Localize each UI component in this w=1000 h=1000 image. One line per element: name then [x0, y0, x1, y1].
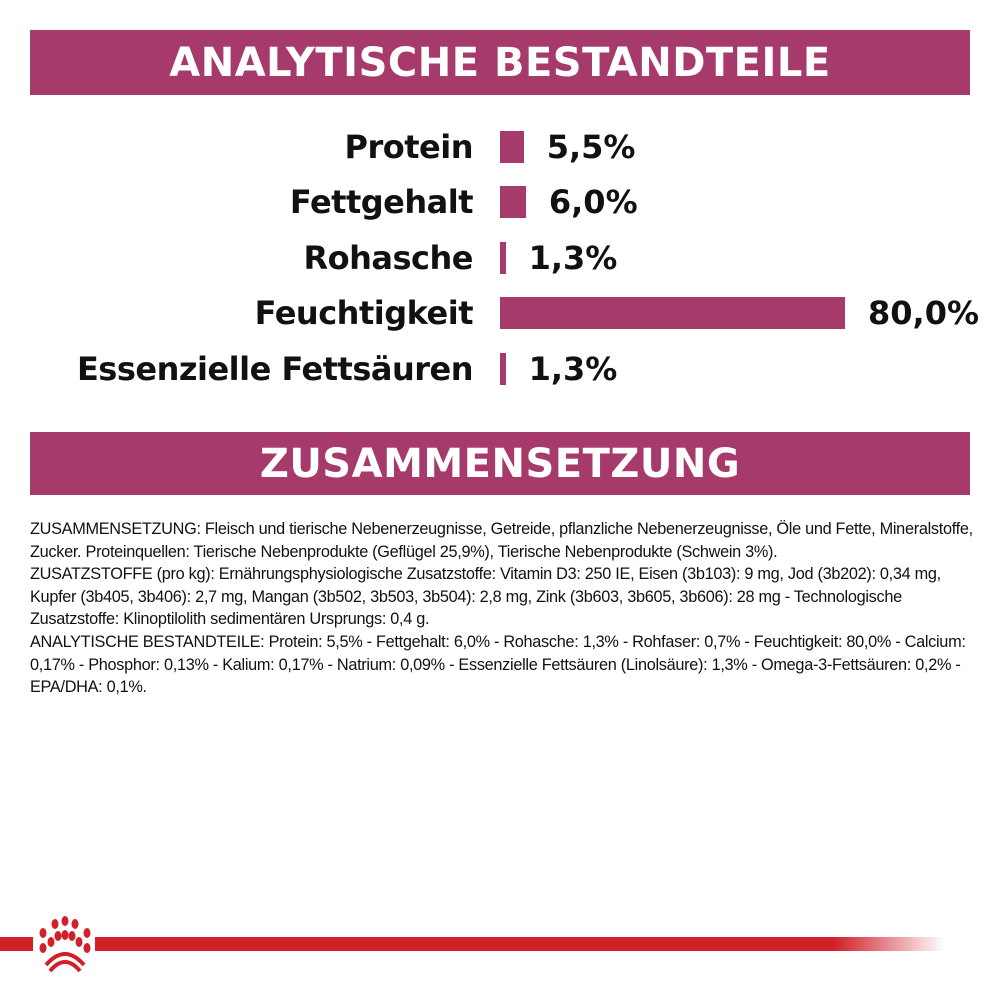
nutrient-bar [500, 242, 506, 274]
additives-paragraph: ZUSATZSTOFFE (pro kg): Ernährungsphysiol… [30, 565, 941, 629]
nutrient-value: 1,3% [528, 239, 618, 277]
royal-canin-crown-icon [39, 916, 91, 973]
nutrient-label: Feuchtigkeit [254, 294, 474, 332]
analysis-paragraph: ANALYTISCHE BESTANDTEILE: Protein: 5,5% … [30, 632, 966, 697]
brand-line-left [0, 937, 33, 951]
nutrient-row: Rohasche 1,3% [0, 238, 1000, 278]
analysis-header: ANALYTISCHE BESTANDTEILE [30, 30, 970, 95]
nutrient-bar [500, 131, 524, 163]
nutrient-value: 6,0% [548, 183, 638, 221]
nutrient-bar [500, 297, 845, 329]
nutrient-label: Fettgehalt [289, 183, 474, 221]
nutrient-row: Fettgehalt 6,0% [0, 182, 1000, 222]
composition-text: ZUSAMMENSETZUNG: Fleisch und tierische N… [30, 518, 980, 699]
composition-paragraph: ZUSAMMENSETZUNG: Fleisch und tierische N… [30, 520, 973, 561]
brand-line-right [95, 937, 945, 951]
nutrient-bar [500, 353, 506, 385]
nutrient-row: Protein 5,5% [0, 127, 1000, 167]
analysis-title: ANALYTISCHE BESTANDTEILE [169, 39, 831, 86]
nutrient-label: Essenzielle Fettsäuren [76, 350, 474, 388]
composition-header: ZUSAMMENSETZUNG [30, 432, 970, 495]
nutrient-row: Feuchtigkeit 80,0% [0, 293, 1000, 333]
nutrient-value: 1,3% [528, 350, 618, 388]
nutrient-label: Protein [344, 128, 474, 166]
nutrient-row: Essenzielle Fettsäuren 1,3% [0, 349, 1000, 389]
nutrient-value: 5,5% [546, 128, 636, 166]
composition-title: ZUSAMMENSETZUNG [259, 440, 741, 487]
nutrient-bar [500, 186, 526, 218]
nutrient-label: Rohasche [303, 239, 474, 277]
nutrient-value: 80,0% [868, 294, 980, 332]
